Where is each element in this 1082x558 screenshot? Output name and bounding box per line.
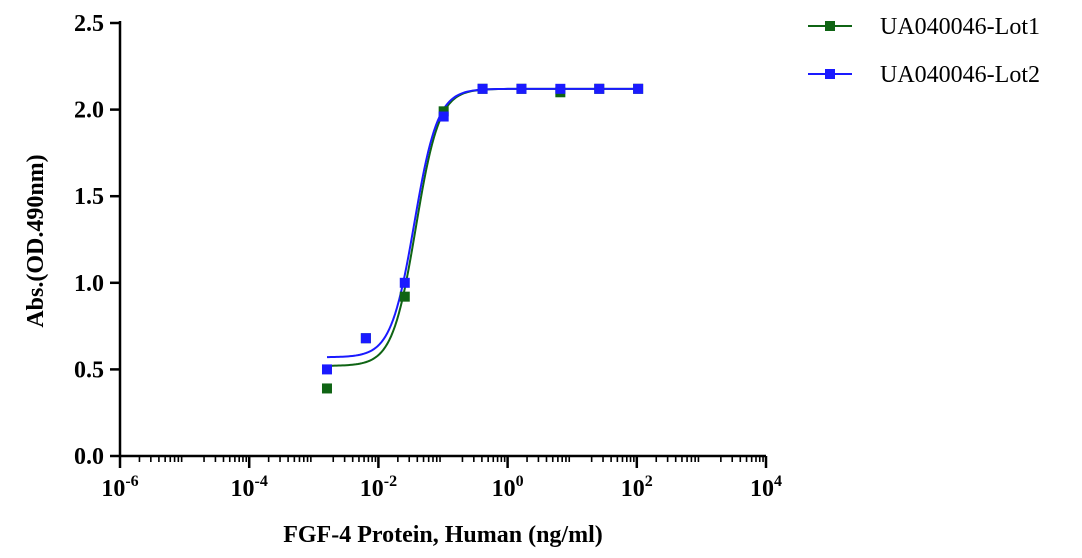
data-point: [399, 291, 410, 302]
legend: UA040046-Lot1 UA040046-Lot2: [808, 14, 1040, 88]
data-markers: [321, 83, 644, 394]
data-point: [477, 83, 488, 94]
data-point: [516, 83, 527, 94]
data-point: [321, 383, 332, 394]
y-tick-label: 1.5: [74, 184, 104, 210]
x-axis-title: FGF-4 Protein, Human (ng/ml): [283, 522, 603, 548]
axes: 0.0 0.5 1.0 1.5 2.0 2.5 10-6 10-4 10-2 100 102 104: [74, 11, 782, 502]
legend-label: UA040046-Lot2: [880, 62, 1040, 88]
y-tick-label: 0.5: [74, 357, 104, 383]
fit-curve: [326, 87, 639, 359]
fit-curve: [326, 87, 639, 367]
data-point: [321, 364, 332, 375]
x-tick-label: 10-4: [231, 473, 268, 502]
data-point: [594, 83, 605, 94]
y-tick-label: 0.0: [74, 444, 104, 470]
y-tick-label: 1.0: [74, 271, 104, 297]
y-axis-title: Abs.(OD.490nm): [23, 154, 49, 327]
data-point: [438, 106, 449, 117]
legend-marker: [825, 69, 835, 79]
x-tick-label: 104: [750, 473, 782, 502]
fit-curves: [326, 87, 639, 367]
legend-marker: [825, 21, 835, 31]
x-tick-label: 100: [492, 473, 524, 502]
data-point: [399, 277, 410, 288]
data-point: [633, 83, 644, 94]
x-tick-label: 10-2: [360, 473, 397, 502]
x-tick-label: 102: [621, 473, 653, 502]
data-point: [438, 111, 449, 122]
x-tick-label: 10-6: [101, 473, 138, 502]
y-tick-label: 2.5: [74, 11, 104, 37]
data-point: [360, 333, 371, 344]
legend-label: UA040046-Lot1: [880, 14, 1040, 40]
y-tick-label: 2.0: [74, 98, 104, 124]
data-point: [555, 83, 566, 94]
